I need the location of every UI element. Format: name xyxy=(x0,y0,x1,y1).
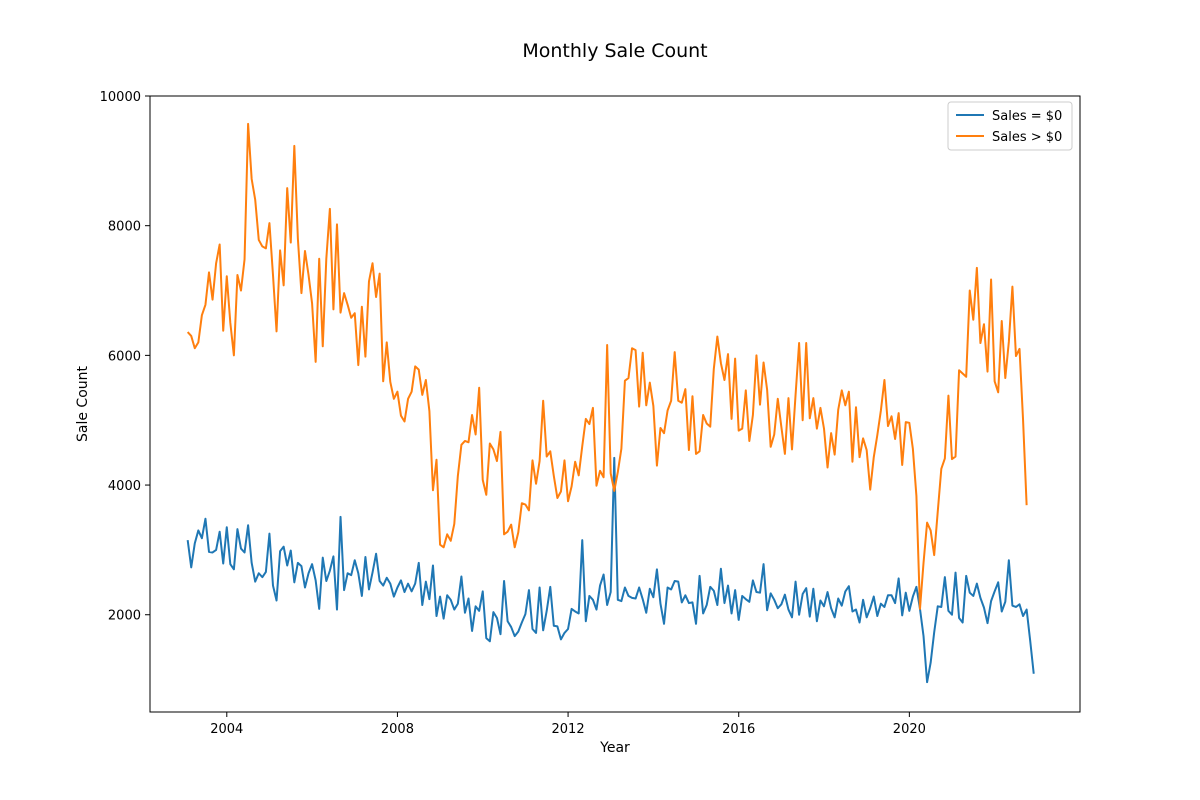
y-tick-label: 4000 xyxy=(108,479,141,494)
series-line-sales-zero xyxy=(186,456,1035,684)
y-tick-label: 10000 xyxy=(100,90,141,105)
y-tick-label: 8000 xyxy=(108,220,141,235)
x-tick-label: 2004 xyxy=(210,722,243,737)
chart-title: Monthly Sale Count xyxy=(522,40,707,62)
y-tick-label: 6000 xyxy=(108,349,141,364)
y-axis: 2000 4000 6000 8000 10000 xyxy=(100,90,150,624)
y-axis-label: Sale Count xyxy=(75,365,91,442)
legend-label-sales-zero: Sales = $0 xyxy=(992,109,1062,124)
legend: Sales = $0 Sales > $0 xyxy=(947,101,1073,151)
plot-frame xyxy=(149,95,1081,713)
x-tick-label: 2008 xyxy=(381,722,414,737)
x-tick-label: 2012 xyxy=(552,722,585,737)
x-tick-label: 2020 xyxy=(893,722,926,737)
x-tick-label: 2016 xyxy=(722,722,755,737)
legend-label-sales-positive: Sales > $0 xyxy=(992,130,1062,145)
series-line-sales-positive xyxy=(186,122,1028,610)
x-axis-label: Year xyxy=(599,740,630,756)
series-layer xyxy=(186,122,1035,684)
y-tick-label: 2000 xyxy=(108,609,141,624)
x-axis: 2004 2008 2012 2016 2020 xyxy=(210,712,926,737)
